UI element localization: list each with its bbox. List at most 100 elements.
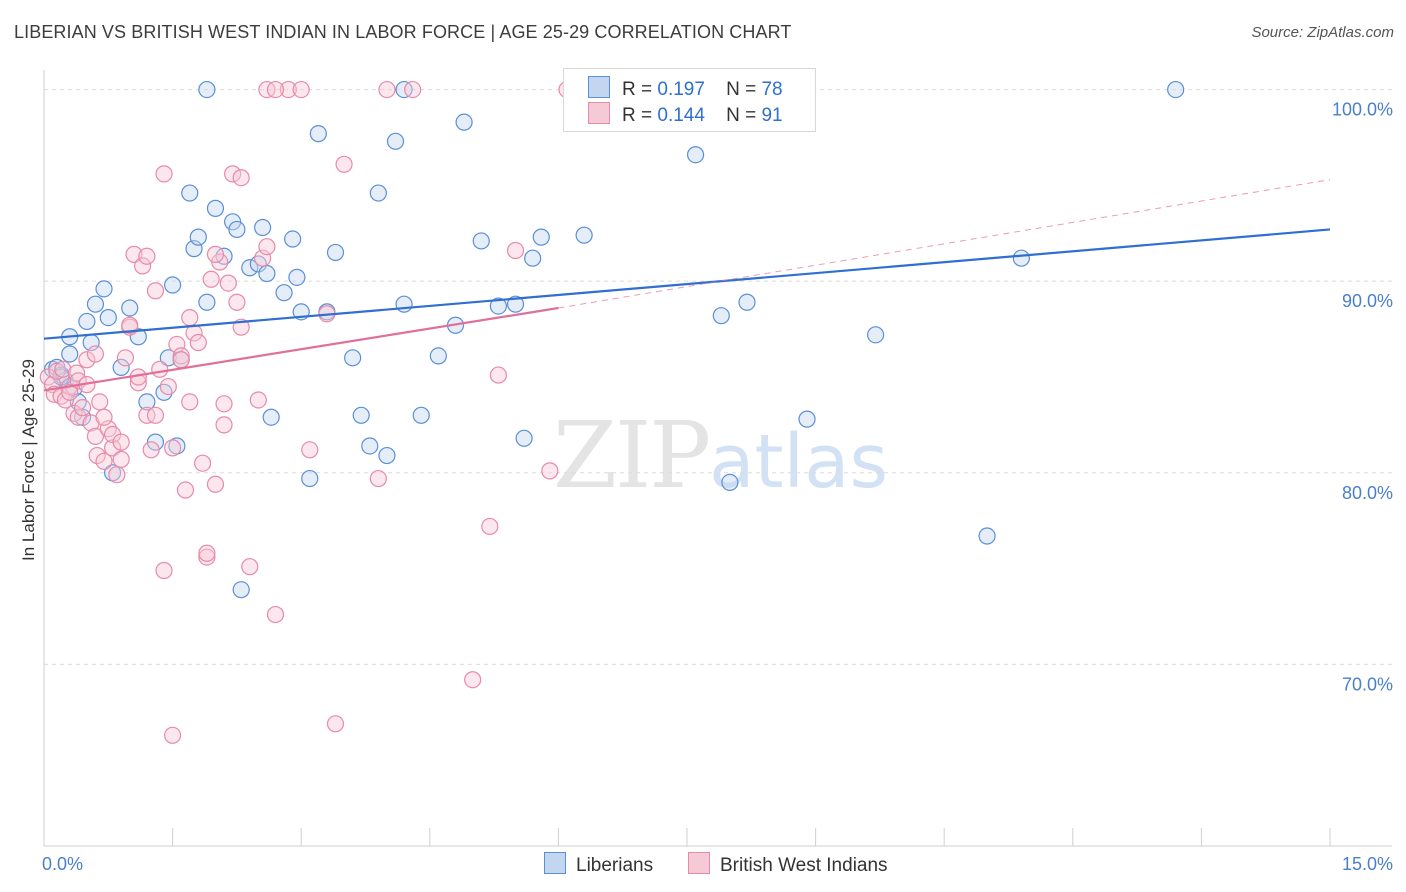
bwi-point-17 [95, 452, 113, 470]
liberians-point-68 [798, 410, 816, 428]
liberians-point-16 [129, 328, 147, 346]
liberians-point-54 [429, 347, 447, 365]
bwi-point-62 [404, 80, 422, 99]
liberians-point-61 [524, 249, 542, 267]
bwi-point-31 [155, 165, 173, 183]
bwi-point-67 [541, 462, 559, 480]
liberians-point-14 [112, 358, 130, 377]
bwi-point-63 [464, 671, 482, 689]
bwi-point-11 [73, 399, 92, 417]
bwi-point-73 [121, 316, 139, 334]
liberians-point-48 [361, 437, 379, 455]
liberians-point-15 [121, 299, 139, 317]
bwi-point-50 [241, 558, 259, 576]
liberians-swatch [588, 76, 610, 98]
bwi-point-16 [91, 393, 109, 411]
liberians-point-58 [489, 297, 507, 315]
bwi-point-42 [202, 270, 220, 288]
liberians-point-46 [344, 349, 362, 367]
liberians-point-27 [198, 293, 216, 311]
liberians-point-51 [386, 132, 405, 150]
bwi-point-78 [86, 345, 105, 363]
bwi-point-59 [326, 715, 345, 733]
liberians-point-12 [99, 308, 117, 327]
bwi-point-45 [215, 395, 233, 413]
bwi-point-84 [198, 544, 216, 562]
bwi-legend-swatch [688, 852, 710, 874]
bwi-point-53 [258, 238, 276, 256]
liberians-point-36 [258, 264, 276, 283]
liberians-point-8 [78, 312, 96, 331]
bwi-point-32 [159, 377, 177, 396]
bwi-swatch [588, 102, 610, 124]
bwi-point-26 [133, 257, 152, 275]
x-tick-label-max: 15.0% [1342, 854, 1393, 874]
chart-title: LIBERIAN VS BRITISH WEST INDIAN IN LABOR… [14, 22, 792, 42]
bwi-point-36 [176, 481, 195, 499]
liberians-point-7 [73, 408, 92, 426]
watermark-atlas: atlas [709, 419, 888, 505]
bwi-point-41 [198, 548, 216, 566]
liberians-point-10 [86, 295, 105, 313]
legend-label-bwi: British West Indians [720, 855, 888, 876]
watermark-zip: ZIP [553, 402, 711, 509]
bwi-point-47 [224, 165, 242, 183]
bwi-point-51 [249, 391, 267, 409]
bwi-point-72 [138, 247, 156, 265]
y-tick-label-70: 70.0% [1342, 674, 1393, 694]
legend-row-bwi: R = 0.144 N = 91 [588, 102, 783, 126]
bwi-point-85 [215, 416, 233, 434]
bwi-point-22 [116, 349, 135, 367]
bwi-point-28 [142, 441, 160, 459]
legend2-r-value: 0.144 [657, 105, 705, 126]
legend1-r-value: 0.197 [657, 79, 705, 100]
liberians-point-38 [275, 284, 293, 302]
liberians-point-65 [712, 307, 730, 325]
legend-item-liberians: Liberians [544, 852, 653, 877]
liberians-point-56 [455, 113, 473, 131]
bwi-point-20 [108, 466, 126, 484]
liberians-point-45 [326, 243, 345, 262]
liberians-point-62 [532, 228, 550, 246]
bwi-point-39 [189, 333, 207, 352]
bwi-point-55 [279, 80, 297, 99]
bwi-point-40 [194, 454, 212, 472]
liberians-point-59 [506, 295, 525, 313]
liberians-point-4 [61, 345, 79, 363]
bwi-point-56 [292, 80, 310, 99]
bwi-point-35 [172, 347, 190, 365]
liberians-point-63 [575, 226, 593, 244]
bwi-point-88 [206, 245, 225, 263]
bwi-point-48 [228, 293, 246, 311]
legend2-r-label: R = [622, 105, 653, 126]
bwi-point-76 [378, 80, 396, 99]
source-label: Source: ZipAtlas.com [1251, 24, 1394, 41]
bwi-point-54 [266, 605, 285, 624]
bwi-point-89 [112, 433, 130, 451]
bwi-point-69 [155, 561, 173, 580]
liberians-point-47 [352, 406, 370, 424]
legend-label-liberians: Liberians [576, 855, 654, 876]
bwi-point-46 [219, 274, 237, 292]
liberians-trend-line [43, 228, 1331, 340]
bwi-point-64 [481, 517, 499, 536]
liberians-point-70 [978, 527, 996, 545]
bwi-point-15 [88, 446, 106, 465]
bwi-point-80 [61, 383, 79, 401]
liberians-point-50 [378, 446, 396, 465]
bwi-point-90 [181, 308, 199, 327]
stats-legend: R = 0.197 N = 78 R = 0.144 N = 91 [563, 68, 816, 132]
liberians-point-53 [412, 406, 430, 424]
y-axis-label: In Labor Force | Age 25-29 [19, 359, 38, 561]
legend2-n-value: 91 [761, 105, 783, 126]
x-tick-label-min: 0.0% [42, 854, 83, 874]
bwi-point-14 [86, 427, 105, 445]
liberians-point-11 [95, 280, 113, 298]
series-legend: Liberians British West Indians [0, 852, 1406, 878]
liberians-point-32 [232, 581, 250, 599]
bwi-point-60 [335, 155, 353, 173]
liberians-point-72 [1167, 80, 1185, 99]
liberians-point-35 [254, 218, 272, 237]
bwi-point-33 [164, 439, 182, 457]
bwi-point-77 [232, 169, 250, 187]
